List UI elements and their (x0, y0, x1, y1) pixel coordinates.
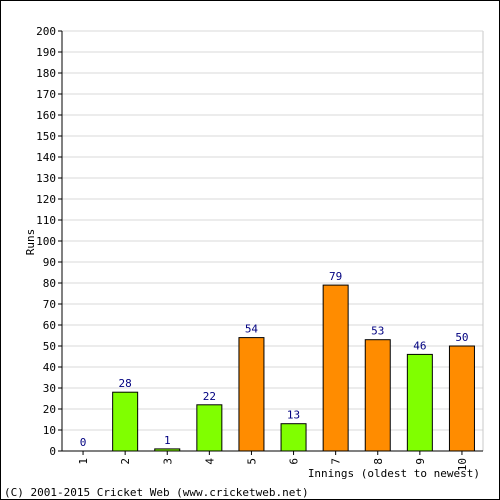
data-label: 28 (119, 377, 132, 390)
data-labels: 0 28 1 22 54 13 79 53 46 50 (80, 270, 469, 449)
x-tick-label: 6 (288, 458, 301, 465)
y-tick-label: 150 (36, 130, 56, 143)
axes: 0102030405060708090100110120130140150160… (36, 25, 483, 471)
y-tick-label: 110 (36, 214, 56, 227)
bar (364, 339, 391, 452)
y-tick-label: 0 (49, 445, 56, 458)
y-tick-label: 120 (36, 193, 56, 206)
x-tick-label: 2 (119, 458, 132, 465)
y-tick-label: 180 (36, 67, 56, 80)
x-tick-label: 10 (456, 458, 469, 471)
y-tick-label: 140 (36, 151, 56, 164)
data-label: 1 (164, 434, 171, 447)
y-tick-label: 70 (43, 298, 56, 311)
data-label: 0 (80, 436, 87, 449)
bar (406, 353, 433, 452)
x-tick-label: 8 (372, 458, 385, 465)
bar (322, 284, 349, 452)
copyright-notice: (C) 2001-2015 Cricket Web (www.cricketwe… (4, 486, 309, 499)
data-label: 50 (455, 331, 468, 344)
x-tick-label: 1 (77, 458, 90, 465)
y-tick-label: 80 (43, 277, 56, 290)
y-tick-label: 60 (43, 319, 56, 332)
y-tick-label: 50 (43, 340, 56, 353)
y-tick-label: 90 (43, 256, 56, 269)
bar (196, 404, 223, 452)
bar (112, 391, 139, 452)
y-tick-label: 200 (36, 25, 56, 38)
y-tick-label: 160 (36, 109, 56, 122)
data-label: 53 (371, 325, 384, 338)
data-label: 79 (329, 270, 342, 283)
x-tick-label: 4 (203, 458, 216, 465)
y-tick-label: 190 (36, 46, 56, 59)
y-tick-label: 20 (43, 403, 56, 416)
data-label: 46 (413, 339, 426, 352)
bar (238, 337, 265, 452)
y-tick-label: 10 (43, 424, 56, 437)
y-tick-label: 130 (36, 172, 56, 185)
bar (280, 423, 307, 452)
gridlines (62, 30, 484, 451)
x-axis-title: Innings (oldest to newest) (308, 467, 480, 480)
y-tick-label: 30 (43, 382, 56, 395)
data-label: 13 (287, 409, 300, 422)
y-tick-label: 40 (43, 361, 56, 374)
bar (448, 345, 475, 452)
x-tick-label: 9 (414, 458, 427, 465)
y-axis-title: Runs (24, 229, 37, 256)
x-tick-label: 7 (330, 458, 343, 465)
data-label: 22 (203, 390, 216, 403)
y-tick-label: 170 (36, 88, 56, 101)
y-tick-label: 100 (36, 235, 56, 248)
bars (112, 284, 475, 452)
x-tick-label: 5 (245, 458, 258, 465)
x-tick-label: 3 (161, 458, 174, 465)
data-label: 54 (245, 323, 259, 336)
